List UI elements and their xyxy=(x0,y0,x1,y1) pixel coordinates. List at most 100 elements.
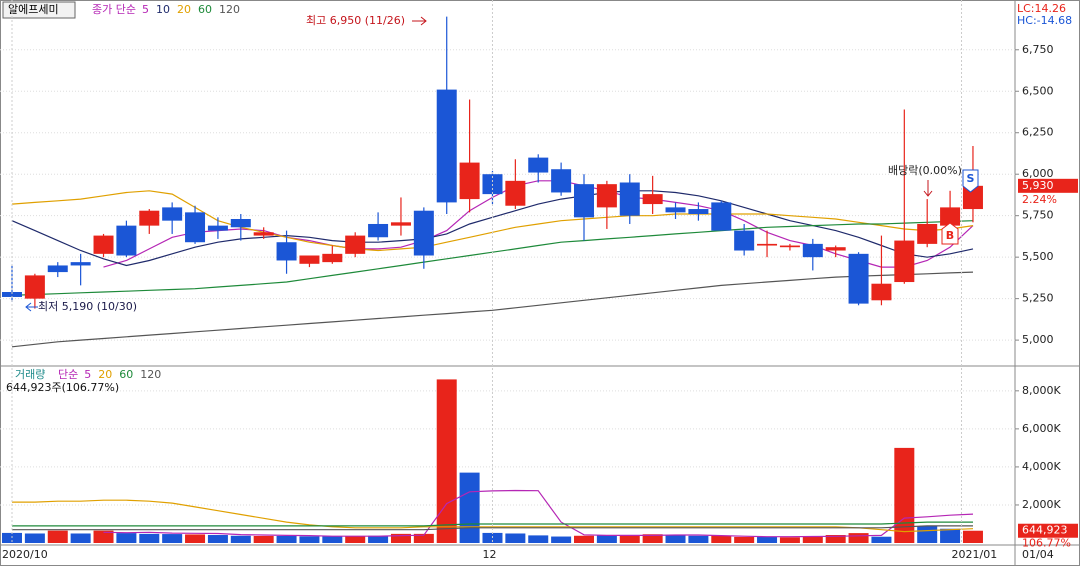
volume-bar xyxy=(162,534,183,543)
legend-entry: 20 xyxy=(98,368,112,381)
candle-body xyxy=(505,180,526,206)
subtitle: 644,923주(106.77%) xyxy=(6,381,119,394)
candle-body xyxy=(47,265,68,273)
volume-bar xyxy=(802,536,823,543)
volume-bar xyxy=(139,533,160,543)
lc-label: LC:14.26 xyxy=(1017,2,1066,15)
candle-body xyxy=(642,194,663,205)
volume-bar xyxy=(665,535,686,543)
candle-body xyxy=(551,169,572,193)
candle-body xyxy=(619,182,640,216)
annotation: 배당락(0.00%) xyxy=(888,164,962,177)
signal-marker xyxy=(962,169,979,193)
volume-bar xyxy=(436,379,457,543)
legend-title: 단순 xyxy=(58,368,78,381)
y-tick-label: 2,000K xyxy=(1022,498,1061,511)
volume-bar xyxy=(70,533,91,543)
volume-bar xyxy=(253,535,274,543)
volume-bar xyxy=(734,536,755,543)
volume-bar xyxy=(619,535,640,543)
candle-body xyxy=(253,232,274,236)
y-tick-label: 5,250 xyxy=(1022,292,1054,305)
y-tick-label: 5,000 xyxy=(1022,333,1054,346)
legend-entry: 60 xyxy=(119,368,133,381)
signal-label: S xyxy=(967,172,975,185)
candle-body xyxy=(802,243,823,258)
candle-body xyxy=(962,185,983,210)
candle-body xyxy=(848,253,869,304)
candle-body xyxy=(825,247,846,251)
candle-body xyxy=(688,209,709,215)
last-price-label: 5,930 xyxy=(1022,179,1054,192)
candle-body xyxy=(162,207,183,221)
candle-body xyxy=(459,162,480,200)
candle-body xyxy=(528,157,549,173)
legend-entry: 120 xyxy=(140,368,161,381)
volume-bar xyxy=(596,535,617,543)
last-price-box xyxy=(1018,178,1078,193)
y-tick-label: 6,000K xyxy=(1022,422,1061,435)
volume-bar xyxy=(390,533,411,543)
candle-body xyxy=(185,212,206,243)
x-tick-label: 12 xyxy=(482,548,496,561)
y-tick-label: 6,750 xyxy=(1022,43,1054,56)
y-tick-label: 6,500 xyxy=(1022,84,1054,97)
volume-bar xyxy=(413,533,434,543)
chart-title: 알에프세미 xyxy=(8,2,59,16)
legend-entry: 5 xyxy=(142,3,149,16)
signal-marker xyxy=(941,222,959,245)
last-volume-box xyxy=(1018,523,1078,538)
y-tick-label: 8,000K xyxy=(1022,384,1061,397)
volume-bar xyxy=(93,530,114,543)
candle-body xyxy=(207,225,228,231)
candle-body xyxy=(757,243,778,246)
y-tick-label: 6,000 xyxy=(1022,167,1054,180)
candle-body xyxy=(116,225,137,256)
volume-bar xyxy=(574,535,594,543)
change-label: 2.24% xyxy=(1022,193,1057,206)
candle-body xyxy=(574,184,594,218)
volume-bar xyxy=(825,535,846,543)
volume-bar xyxy=(185,534,206,543)
candle-body xyxy=(665,207,686,213)
volume-bar xyxy=(459,472,480,543)
candle-body xyxy=(230,219,251,228)
y-tick-label: 5,750 xyxy=(1022,209,1054,222)
legend-entry: 20 xyxy=(177,3,191,16)
volume-bar xyxy=(528,535,549,543)
volume-bar xyxy=(779,537,800,543)
candle-body xyxy=(93,235,114,254)
change-label: 106.77% xyxy=(1022,537,1071,550)
volume-bar xyxy=(848,533,869,543)
volume-bar xyxy=(368,535,389,543)
annotation-arrow xyxy=(923,180,933,197)
candle-body xyxy=(711,202,732,231)
last-volume-label: 644,923 xyxy=(1022,524,1068,537)
volume-bar xyxy=(207,535,228,543)
candle-body xyxy=(894,240,915,283)
volume-bar xyxy=(962,530,983,543)
volume-bar xyxy=(551,536,572,543)
annotation: 최고 6,950 (11/26) xyxy=(306,14,405,27)
volume-bar xyxy=(757,536,778,543)
y-tick-label: 6,250 xyxy=(1022,126,1054,139)
candle-body xyxy=(24,275,45,299)
chart-title: 거래량 xyxy=(15,368,45,381)
candle-body xyxy=(917,223,938,244)
hc-label: HC:-14.68 xyxy=(1017,14,1072,27)
annotation-arrow xyxy=(412,16,427,26)
volume-bar xyxy=(505,533,526,543)
x-tick-label: 2021/01 xyxy=(952,548,998,561)
legend-entry: 60 xyxy=(198,3,212,16)
moving-average-line xyxy=(12,525,973,531)
candle-body xyxy=(436,89,457,203)
volume-bar xyxy=(711,535,732,543)
moving-average-line xyxy=(12,499,974,533)
candle-body xyxy=(413,210,434,256)
legend-entry: 120 xyxy=(219,3,240,16)
candle-body xyxy=(368,223,389,238)
candle-body xyxy=(940,207,961,226)
candle-body xyxy=(390,222,411,226)
